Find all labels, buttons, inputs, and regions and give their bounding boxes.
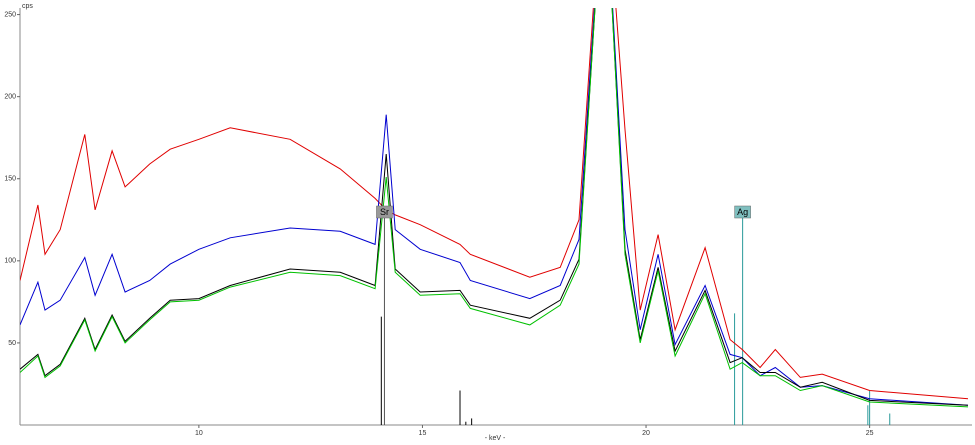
spectrum-line bbox=[20, 8, 969, 406]
spectrum-line bbox=[20, 8, 969, 408]
plot-area bbox=[20, 8, 969, 425]
x-tick-label: 15 bbox=[419, 430, 427, 437]
y-tick-label: 200 bbox=[4, 93, 16, 100]
x-axis-label: - keV - bbox=[485, 435, 506, 442]
element-marker-box bbox=[734, 205, 751, 219]
spectrum-line bbox=[20, 8, 969, 406]
y-tick-label: 250 bbox=[4, 11, 16, 18]
x-tick-label: 25 bbox=[866, 430, 874, 437]
element-marker-label: Ag bbox=[737, 207, 748, 217]
y-tick-label: 150 bbox=[4, 176, 16, 183]
x-tick-label: 10 bbox=[195, 430, 203, 437]
y-tick-label: 100 bbox=[4, 258, 16, 265]
y-tick-label: 50 bbox=[8, 340, 16, 347]
y-axis-label: cps bbox=[22, 3, 33, 10]
element-marker-box bbox=[376, 205, 393, 219]
x-tick-label: 20 bbox=[642, 430, 650, 437]
spectrum-line bbox=[20, 8, 969, 400]
element-marker-label: Sr bbox=[380, 207, 389, 217]
